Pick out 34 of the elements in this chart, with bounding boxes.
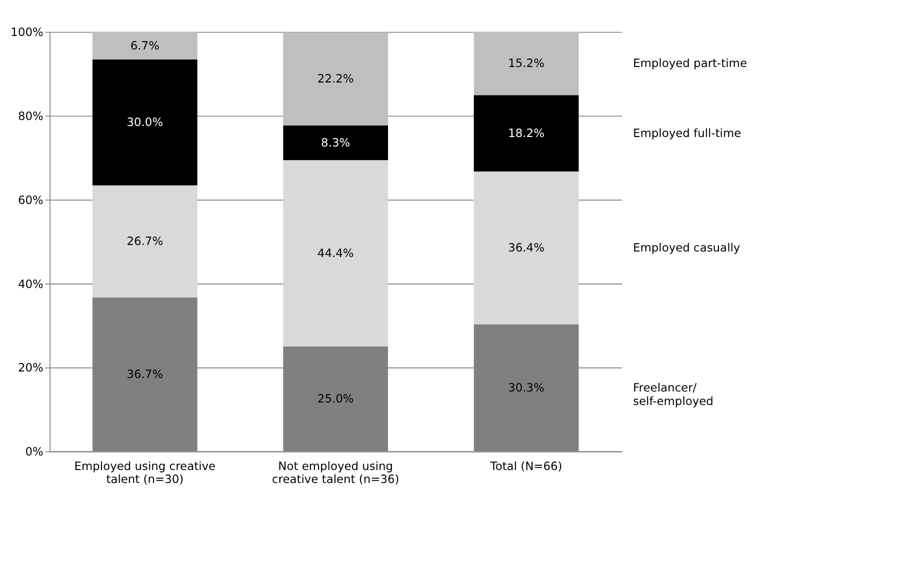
data-label: 15.2% xyxy=(508,56,545,70)
data-label: 25.0% xyxy=(317,392,354,406)
data-label: 6.7% xyxy=(130,38,160,52)
text: Employed part-time xyxy=(633,56,747,70)
y-tick-label: 20% xyxy=(18,360,44,375)
data-label: 36.4% xyxy=(508,240,545,255)
data-label: 44.4% xyxy=(317,246,354,260)
bar xyxy=(92,60,198,186)
data-label: 30.0% xyxy=(126,115,164,130)
data-label: 26.7% xyxy=(126,234,164,248)
data-label: 36.7% xyxy=(126,367,164,382)
x-tick-label: Total (N=66) xyxy=(489,458,562,473)
x-tick-label: Not employed using creative talent (n=36) xyxy=(272,458,400,486)
text: Freelancer/ self-employed xyxy=(633,380,714,408)
text: Employed casually xyxy=(633,240,740,255)
x-tick-label: Employed using creative talent (n=30) xyxy=(74,458,216,486)
bar xyxy=(92,32,198,60)
bar xyxy=(283,160,388,346)
data-label: 8.3% xyxy=(321,136,350,150)
bar xyxy=(283,125,388,160)
y-tick-label: 0% xyxy=(25,444,44,459)
y-tick-label: 40% xyxy=(18,276,44,291)
y-tick-label: 100% xyxy=(10,25,44,40)
bar xyxy=(474,32,579,96)
data-label: 22.2% xyxy=(317,72,354,86)
bar xyxy=(92,185,198,298)
y-tick-label: 60% xyxy=(18,192,44,207)
bar xyxy=(474,172,579,324)
data-label: 18.2% xyxy=(508,126,545,140)
y-tick-label: 80% xyxy=(18,109,44,123)
data-label: 30.3% xyxy=(508,380,545,395)
text: Employed full-time xyxy=(633,126,742,140)
bar xyxy=(283,32,388,126)
bar xyxy=(474,95,579,172)
